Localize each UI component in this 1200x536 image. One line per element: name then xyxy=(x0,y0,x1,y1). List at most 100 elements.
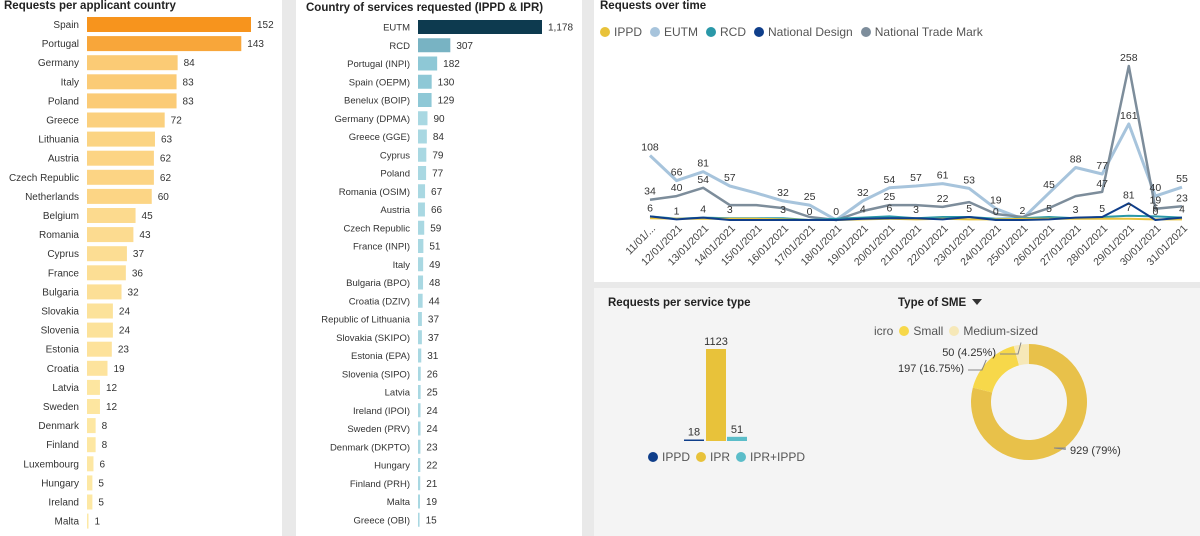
country-bar[interactable] xyxy=(87,208,136,223)
time-data-label: 0 xyxy=(807,206,813,218)
service-bar[interactable] xyxy=(418,458,421,472)
country-bar[interactable] xyxy=(87,379,100,395)
service-bar[interactable] xyxy=(418,184,426,199)
time-data-label: 3 xyxy=(727,204,733,216)
service-bar[interactable] xyxy=(418,257,424,272)
country-bar[interactable] xyxy=(87,227,134,243)
service-bar[interactable] xyxy=(418,20,542,34)
country-bar[interactable] xyxy=(87,456,94,472)
country-bar[interactable] xyxy=(87,246,127,262)
service-bar[interactable] xyxy=(418,129,427,144)
service-bar[interactable] xyxy=(418,93,432,107)
service-type-legend-item[interactable]: IPPD xyxy=(648,450,690,464)
country-value-label: 84 xyxy=(184,58,196,69)
country-bar[interactable] xyxy=(87,303,113,319)
service-type-legend-item[interactable]: IPR+IPPD xyxy=(736,450,805,464)
service-bar[interactable] xyxy=(418,366,421,381)
service-type-bar[interactable] xyxy=(727,436,747,441)
country-bar[interactable] xyxy=(87,513,89,529)
country-bar[interactable] xyxy=(87,399,100,414)
service-bar[interactable] xyxy=(418,202,425,217)
service-bar[interactable] xyxy=(418,494,420,509)
country-bar[interactable] xyxy=(87,112,165,128)
sme-slice[interactable] xyxy=(1013,344,1029,366)
country-bar[interactable] xyxy=(87,131,155,147)
service-value-label: 22 xyxy=(426,461,438,472)
country-bar[interactable] xyxy=(87,188,152,204)
service-bar[interactable] xyxy=(418,239,424,253)
country-bar[interactable] xyxy=(87,17,251,32)
series-line-ippd[interactable] xyxy=(649,217,1182,221)
series-line-national-design[interactable] xyxy=(649,202,1183,221)
service-tick-label: Slovenia (SIPO) xyxy=(342,369,410,380)
time-legend-item[interactable]: IPPD xyxy=(600,25,642,39)
service-bar[interactable] xyxy=(418,147,427,162)
country-bar[interactable] xyxy=(87,36,242,52)
time-data-label: 6 xyxy=(886,202,892,214)
time-data-label: 2 xyxy=(1019,205,1025,217)
time-data-label: 54 xyxy=(697,174,709,186)
country-bar[interactable] xyxy=(87,494,93,510)
series-line-national-trade-mark[interactable] xyxy=(649,64,1183,222)
service-tick-label: Romania (OSIM) xyxy=(339,187,410,198)
service-bar[interactable] xyxy=(418,512,420,527)
series-line-eutm[interactable] xyxy=(648,122,1183,222)
filter-icon[interactable] xyxy=(972,299,983,305)
service-value-label: 77 xyxy=(432,169,444,180)
sme-legend-label: Small xyxy=(913,324,944,338)
sme-leader-line xyxy=(968,359,987,371)
country-bar[interactable] xyxy=(87,284,122,300)
country-bar[interactable] xyxy=(87,437,96,453)
time-legend-item[interactable]: RCD xyxy=(706,25,746,39)
service-tick-label: RCD xyxy=(389,41,410,52)
time-data-label: 53 xyxy=(963,174,975,186)
country-bar[interactable] xyxy=(87,322,113,338)
service-bar[interactable] xyxy=(418,421,421,436)
sme-legend-item[interactable]: Medium-sized xyxy=(949,324,1038,338)
sme-legend-item[interactable]: Micro xyxy=(874,324,893,338)
service-bar[interactable] xyxy=(418,439,421,454)
service-bar[interactable] xyxy=(418,312,422,326)
country-bar[interactable] xyxy=(87,360,108,376)
service-type-bar[interactable] xyxy=(706,349,726,441)
country-value-label: 60 xyxy=(158,192,170,203)
service-bar[interactable] xyxy=(418,476,421,491)
country-bar[interactable] xyxy=(87,169,154,185)
sme-legend-item[interactable]: Small xyxy=(899,324,943,338)
country-bar[interactable] xyxy=(87,341,112,357)
service-bar[interactable] xyxy=(418,330,422,345)
time-legend-item[interactable]: EUTM xyxy=(650,25,698,39)
service-bar[interactable] xyxy=(418,38,451,53)
time-legend-item[interactable]: National Design xyxy=(754,25,853,39)
service-bar[interactable] xyxy=(418,220,425,235)
time-legend-label: National Design xyxy=(768,25,853,39)
service-bar[interactable] xyxy=(418,111,428,126)
time-data-label: 0 xyxy=(833,206,839,218)
service-bar[interactable] xyxy=(418,403,421,418)
time-data-label: 47 xyxy=(1096,178,1108,190)
country-bar[interactable] xyxy=(87,55,178,71)
service-bar[interactable] xyxy=(418,74,432,89)
country-bar[interactable] xyxy=(87,265,126,281)
service-bar[interactable] xyxy=(418,166,427,180)
service-bar[interactable] xyxy=(418,275,424,290)
service-type-legend-item[interactable]: IPR xyxy=(696,450,730,464)
sme-legend: Micro Small Medium-sized xyxy=(874,324,1044,338)
service-bar[interactable] xyxy=(418,348,422,363)
country-bar[interactable] xyxy=(87,418,96,434)
service-type-bar[interactable] xyxy=(684,439,704,442)
country-bar[interactable] xyxy=(87,475,93,491)
country-bar[interactable] xyxy=(87,93,177,109)
sme-slice[interactable] xyxy=(971,344,1088,460)
service-bar[interactable] xyxy=(418,56,438,71)
sme-slice[interactable] xyxy=(972,346,1019,393)
country-bar[interactable] xyxy=(87,74,177,90)
service-tick-label: Cyprus xyxy=(380,150,410,161)
service-bar[interactable] xyxy=(418,385,421,399)
country-bar[interactable] xyxy=(87,150,154,166)
service-bar[interactable] xyxy=(418,293,423,308)
time-legend-item[interactable]: National Trade Mark xyxy=(860,25,983,39)
service-tick-label: Slovakia (SKIPO) xyxy=(336,333,410,344)
time-data-label: 40 xyxy=(1150,182,1162,194)
service-tick-label: Germany (DPMA) xyxy=(335,114,410,125)
